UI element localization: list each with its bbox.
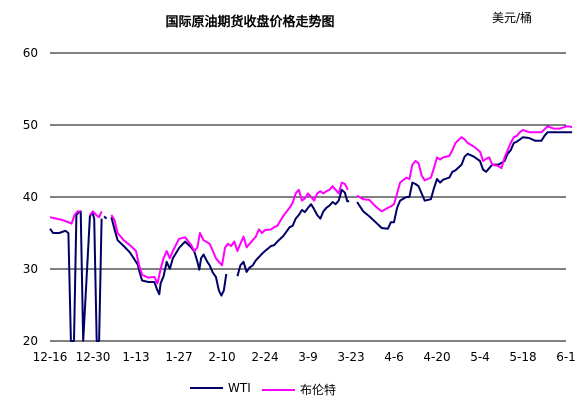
x-tick-label: 1-27	[165, 350, 192, 364]
x-tick-label: 5-4	[470, 350, 490, 364]
legend-label-wti: WTI	[228, 381, 251, 395]
x-tick-label: 6-1	[556, 350, 576, 364]
series-line	[49, 210, 81, 225]
legend: WTI 布伦特	[0, 381, 587, 401]
y-axis: 20 30 40 50 60	[23, 46, 38, 348]
unit-label: 美元/桶	[492, 11, 533, 25]
series-layer	[49, 125, 573, 342]
legend-swatch-brent	[262, 388, 295, 391]
y-tick-label: 20	[23, 334, 38, 348]
y-tick-label: 40	[23, 190, 38, 204]
series-line	[356, 131, 573, 230]
x-tick-label: 5-18	[509, 350, 536, 364]
chart-title: 国际原油期货收盘价格走势图	[165, 15, 335, 30]
x-tick-label: 12-16	[33, 350, 68, 364]
x-tick-label: 1-13	[122, 350, 149, 364]
x-tick-label: 4-6	[384, 350, 404, 364]
series-line	[103, 215, 108, 220]
x-tick-label: 2-24	[251, 350, 278, 364]
gridlines	[50, 52, 566, 270]
legend-swatch-wti	[190, 387, 223, 389]
series-line	[356, 125, 573, 213]
y-tick-label: 50	[23, 118, 38, 132]
y-tick-label: 60	[23, 46, 38, 60]
series-brent	[49, 125, 573, 285]
series-line	[49, 210, 103, 342]
series-line	[110, 216, 228, 297]
x-tick-label: 12-30	[76, 350, 111, 364]
series-line	[89, 210, 103, 219]
x-tick-label: 4-20	[423, 350, 450, 364]
x-tick-label: 2-10	[208, 350, 235, 364]
series-line	[236, 188, 350, 277]
x-tick-label: 3-9	[298, 350, 318, 364]
y-tick-label: 30	[23, 262, 38, 276]
series-wti	[49, 131, 573, 342]
legend-label-brent: 布伦特	[300, 383, 337, 397]
legend-item-brent: 布伦特	[262, 381, 336, 398]
series-line	[110, 181, 349, 285]
legend-item-wti: WTI	[190, 381, 251, 395]
x-tick-label: 3-23	[337, 350, 364, 364]
x-axis: 12-16 12-30 1-13 1-27 2-10 2-24 3-9 3-23 4-6 4-20…	[33, 340, 576, 364]
